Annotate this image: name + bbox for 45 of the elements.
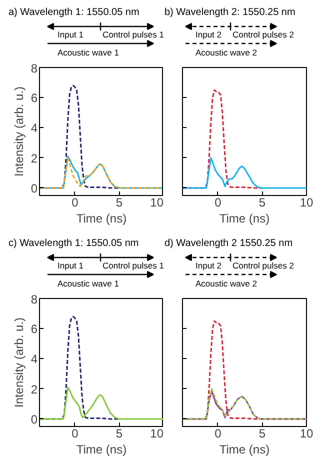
x-tick-label: 5: [116, 426, 123, 440]
chart-title: d) Wavelength 2 1550.25 nm: [164, 238, 293, 249]
y-axis-title: Intensity (arb. u.): [12, 86, 26, 177]
x-tick-label: 10: [150, 196, 164, 210]
line-series: [40, 386, 163, 420]
x-tick-label: 0: [214, 196, 222, 210]
y-tick-label: 6: [30, 322, 38, 336]
y-tick-label: 0: [30, 412, 38, 426]
text: Input 2: [196, 30, 222, 40]
text: Input 2: [196, 260, 222, 270]
x-tick-label: 5: [258, 426, 266, 440]
y-tick-label: 2: [30, 382, 38, 396]
x-axis-title: Time (ns): [219, 212, 270, 226]
x-axis-title: Time (ns): [76, 212, 127, 226]
text: Acoustic wave 1: [58, 48, 120, 58]
y-axis-title: Intensity (arb. u.): [12, 317, 26, 408]
text: Control pulses 2: [232, 260, 294, 270]
y-tick-label: 0: [30, 181, 38, 196]
x-tick-label: 0: [214, 426, 222, 440]
x-tick-label: 0: [72, 196, 79, 210]
x-tick-label: 5: [116, 196, 123, 210]
text: Acoustic wave 2: [196, 48, 258, 58]
x-tick-label: 5: [258, 196, 266, 210]
text: Input 1: [58, 260, 84, 270]
y-tick-label: 6: [30, 91, 38, 106]
x-tick-label: 0: [72, 426, 79, 440]
y-tick-label: 8: [30, 292, 38, 306]
text: Input 1: [58, 30, 84, 40]
text: Control pulses 1: [102, 260, 164, 270]
x-tick-label: 10: [300, 426, 314, 440]
text: Acoustic wave 1: [58, 278, 120, 288]
x-axis-title: Time (ns): [219, 442, 270, 456]
y-tick-label: 2: [30, 151, 38, 166]
chart-title: c) Wavelength 1: 1550.05 nm: [8, 238, 139, 249]
y-tick-label: 4: [30, 121, 38, 136]
chart-title: b) Wavelength 2: 1550.25 nm: [164, 7, 296, 18]
text: Acoustic wave 2: [196, 278, 258, 288]
x-tick-label: 10: [150, 426, 164, 440]
x-axis-title: Time (ns): [76, 442, 127, 456]
text: Control pulses 2: [232, 30, 294, 40]
y-tick-label: 4: [30, 352, 38, 366]
x-tick-label: 10: [300, 196, 314, 210]
text: Control pulses 1: [102, 30, 164, 40]
y-tick-label: 8: [30, 62, 38, 76]
chart-title: a) Wavelength 1: 1550.05 nm: [8, 7, 140, 18]
